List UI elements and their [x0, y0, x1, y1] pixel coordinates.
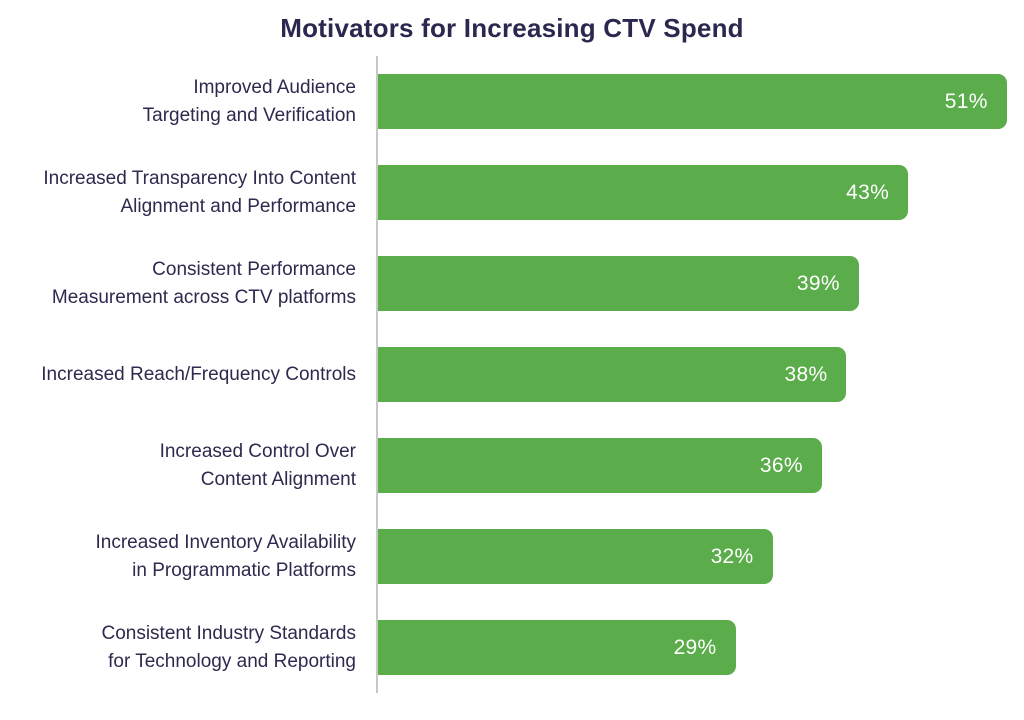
plot-area: Improved Audience Targeting and Verifica… [0, 56, 1024, 693]
bar: 32% [378, 529, 773, 584]
bar-row: Improved Audience Targeting and Verifica… [0, 56, 1024, 147]
bar: 43% [378, 165, 909, 220]
bar-track: 29% [376, 602, 1024, 693]
bar-track: 39% [376, 238, 1024, 329]
bar-track: 51% [376, 56, 1024, 147]
category-label: Increased Control Over Content Alignment [159, 440, 356, 490]
bar-row: Increased Reach/Frequency Controls 38% [0, 329, 1024, 420]
bar: 38% [378, 347, 847, 402]
category-label: Increased Inventory Availability in Prog… [95, 531, 356, 581]
bar-track: 43% [376, 147, 1024, 238]
value-label: 43% [846, 180, 890, 204]
value-label: 39% [796, 271, 840, 295]
chart-title: Motivators for Increasing CTV Spend [280, 13, 744, 43]
category-label: Consistent Industry Standards for Techno… [101, 622, 356, 672]
bar-row: Consistent Industry Standards for Techno… [0, 602, 1024, 693]
value-label: 29% [673, 635, 717, 659]
bar-row: Increased Control Over Content Alignment… [0, 420, 1024, 511]
category-label: Increased Transparency Into Content Alig… [43, 167, 356, 217]
bar-track: 36% [376, 420, 1024, 511]
bar-row: Increased Transparency Into Content Alig… [0, 147, 1024, 238]
category-label: Consistent Performance Measurement acros… [51, 258, 356, 308]
bar: 51% [378, 74, 1007, 129]
bar: 29% [378, 620, 736, 675]
category-label: Increased Reach/Frequency Controls [41, 363, 356, 385]
bar: 39% [378, 256, 859, 311]
value-label: 36% [759, 453, 803, 477]
category-label: Improved Audience Targeting and Verifica… [142, 76, 356, 126]
bar-row: Increased Inventory Availability in Prog… [0, 511, 1024, 602]
value-label: 51% [944, 89, 988, 113]
value-label: 32% [710, 544, 754, 568]
bar: 36% [378, 438, 822, 493]
value-label: 38% [784, 362, 828, 386]
bar-track: 32% [376, 511, 1024, 602]
bar-track: 38% [376, 329, 1024, 420]
bar-row: Consistent Performance Measurement acros… [0, 238, 1024, 329]
